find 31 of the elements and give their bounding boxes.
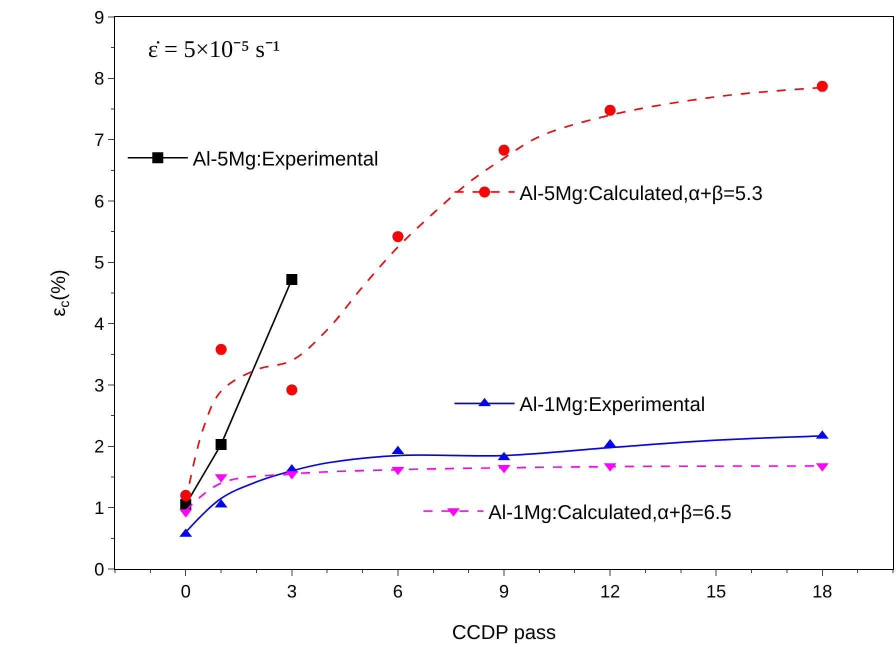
- y-tick-label: 6: [94, 191, 104, 212]
- point: [216, 438, 227, 450]
- point: [392, 231, 404, 242]
- x-axis-title: CCDP pass: [452, 622, 556, 644]
- y-tick-label: 8: [94, 68, 104, 89]
- point: [286, 384, 298, 396]
- y-tick-label: 3: [94, 375, 104, 396]
- y-tick-label: 1: [94, 498, 104, 518]
- legend-label: Al-5Mg:Calculated,α+β=5.3: [520, 182, 763, 205]
- legend-label: Al-5Mg:Experimental: [192, 148, 378, 171]
- point: [216, 344, 227, 355]
- y-tick-label: 7: [94, 130, 104, 150]
- point: [816, 80, 828, 92]
- x-tick-label: 15: [706, 582, 726, 602]
- y-tick-label: 0: [94, 559, 104, 580]
- y-tick-label: 5: [94, 252, 104, 273]
- x-tick-label: 18: [812, 582, 832, 602]
- x-tick-label: 9: [498, 582, 510, 602]
- legend-label: Al-1Mg:Experimental: [520, 394, 706, 416]
- legend-label: Al-1Mg:Calculated,α+β=6.5: [488, 502, 732, 524]
- y-tick-label: 2: [94, 436, 104, 457]
- y-tick-label: 4: [94, 314, 104, 334]
- x-tick-label: 12: [600, 582, 620, 602]
- x-tick-label: 3: [286, 582, 297, 602]
- point: [286, 274, 298, 286]
- x-tick-label: 6: [392, 582, 403, 602]
- y-tick-label: 9: [94, 7, 104, 28]
- point: [498, 144, 510, 156]
- annotation: ε̇ = 5×10⁻⁵ s⁻¹: [148, 37, 280, 63]
- x-tick-label: 0: [180, 582, 191, 602]
- point: [604, 104, 616, 116]
